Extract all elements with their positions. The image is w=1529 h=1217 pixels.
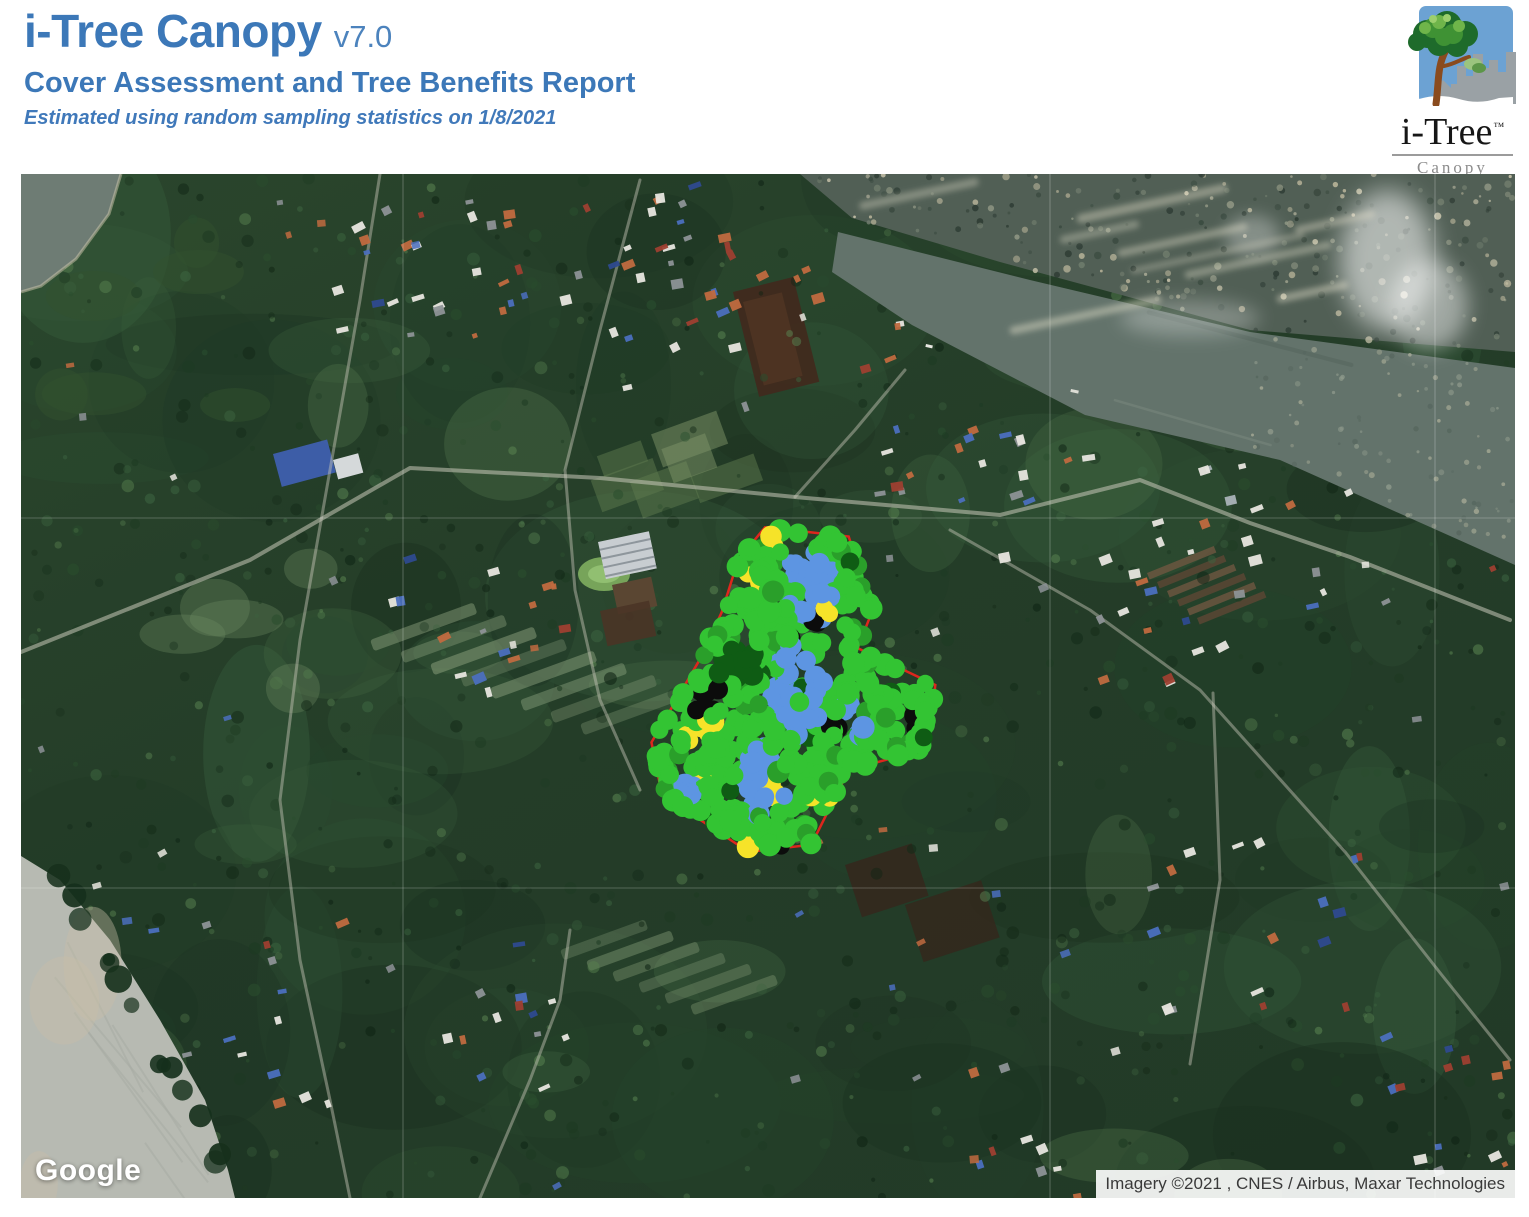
logo-brand: i-Tree™ [1389, 113, 1516, 151]
app-version: v7.0 [333, 19, 393, 54]
itree-canopy-logo: i-Tree™ Canopy [1389, 4, 1516, 178]
logo-divider [1392, 154, 1513, 156]
trademark-symbol: ™ [1493, 121, 1505, 134]
logo-tree-branch-icon [1442, 55, 1471, 68]
imagery-attribution: Imagery ©2021 , CNES / Airbus, Maxar Tec… [1096, 1169, 1515, 1198]
logo-wave [1419, 96, 1513, 106]
sample-points-layer [646, 519, 944, 859]
report-subtitle: Cover Assessment and Tree Benefits Repor… [24, 67, 636, 99]
google-watermark: Google [35, 1154, 142, 1187]
app-title: i-Tree Canopy [24, 5, 322, 57]
logo-tree-canopy-icon [1408, 11, 1486, 73]
report-header: i-Tree Canopy v7.0 Cover Assessment and T… [24, 4, 635, 130]
logo-brand-text: i-Tree [1400, 111, 1493, 153]
logo-city-skyline-icon [1435, 52, 1516, 104]
report-note: Estimated using random sampling statisti… [24, 107, 557, 129]
itree-logo-graphic [1408, 6, 1516, 108]
logo-product: Canopy [1417, 158, 1488, 177]
satellite-map: Google Imagery ©2021 , CNES / Airbus, Ma… [21, 174, 1515, 1198]
title-row: i-Tree Canopy v7.0 [24, 4, 635, 58]
map-scenery [21, 174, 1515, 1198]
